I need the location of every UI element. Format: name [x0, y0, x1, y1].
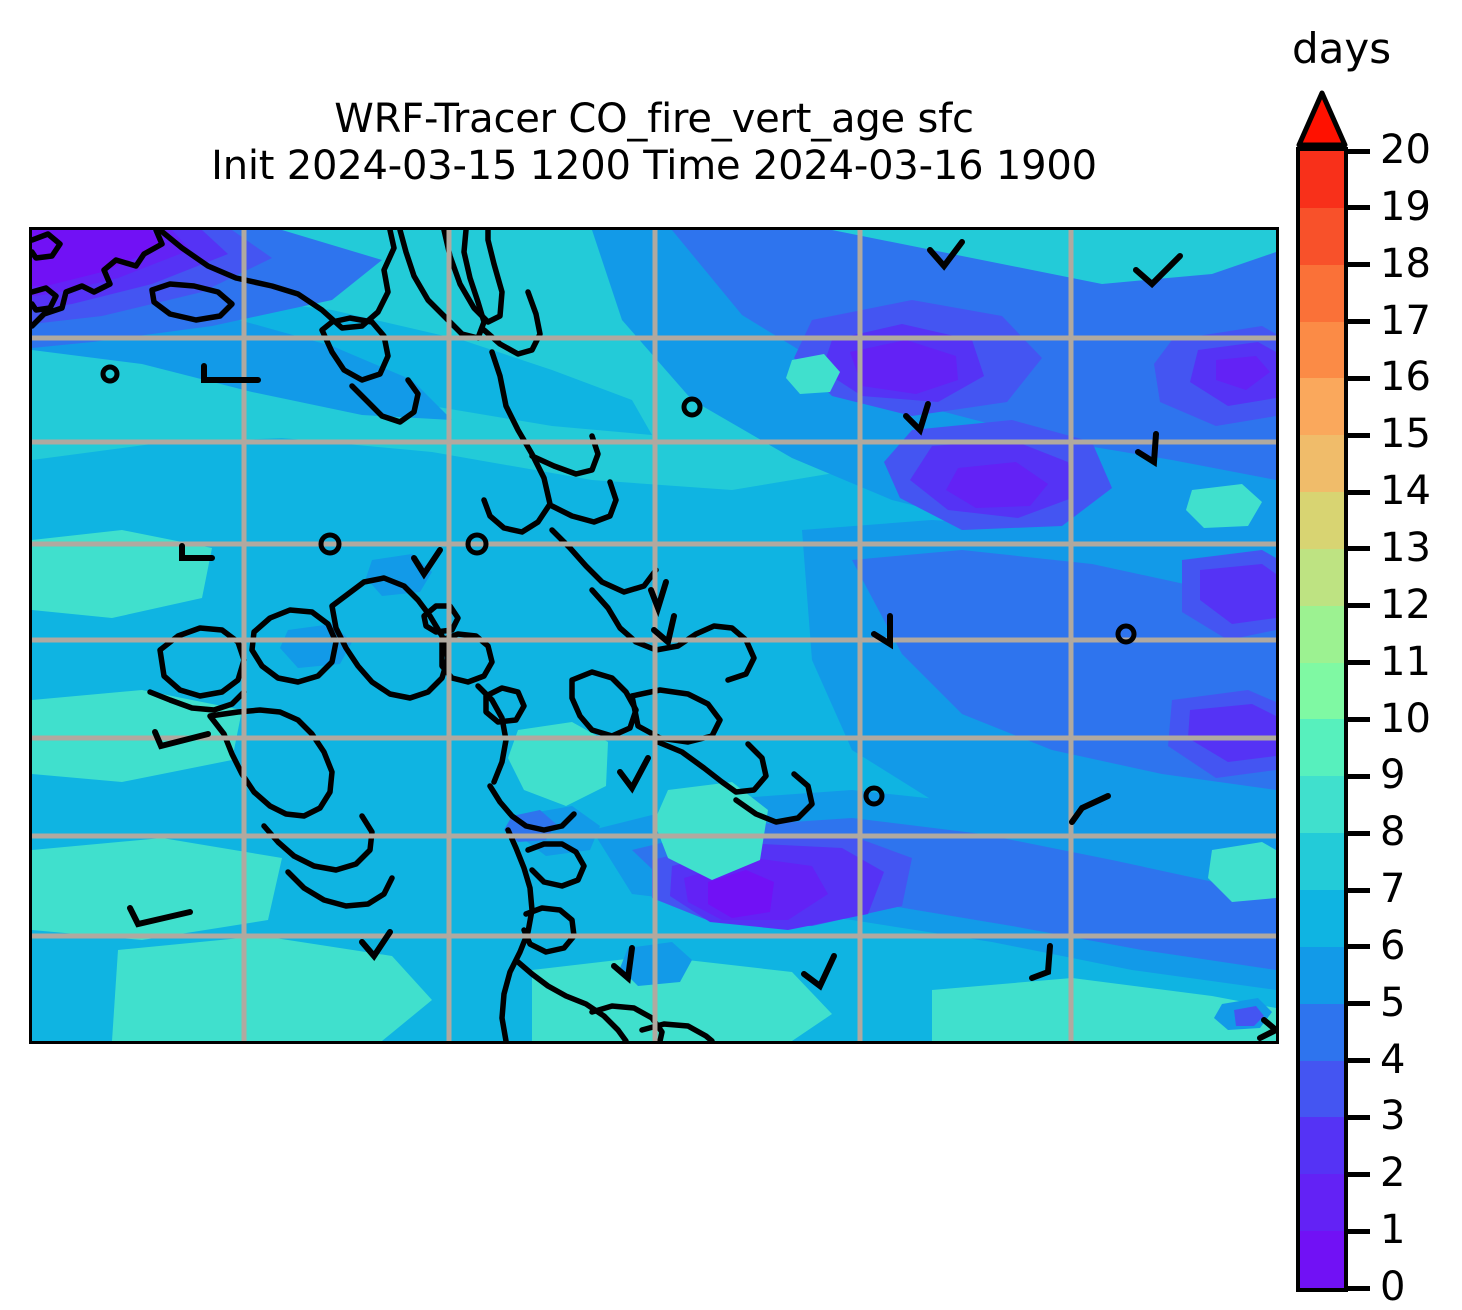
wind-barb	[871, 613, 893, 650]
colorbar-band-18	[1300, 207, 1344, 265]
tick-dash-icon	[1348, 887, 1370, 893]
tick-dash-icon	[1348, 1058, 1370, 1064]
wind-barb	[1257, 1017, 1276, 1041]
colorbar-band-7	[1300, 833, 1344, 890]
colorbar-tick-label: 1	[1380, 1207, 1406, 1254]
colorbar-tick-label: 19	[1380, 183, 1431, 230]
colorbar-band-0	[1300, 1231, 1344, 1288]
colorbar-tick-label: 15	[1380, 411, 1431, 458]
colorbar-tick-label: 2	[1380, 1150, 1406, 1197]
colorbar-band-11	[1300, 605, 1344, 663]
tick-dash-icon	[1348, 1001, 1370, 1007]
wind-barb	[1133, 253, 1183, 289]
wind-barb	[179, 543, 215, 561]
wind-barb	[201, 363, 261, 383]
colorbar-band-10	[1300, 662, 1344, 720]
colorbar-band-6	[1300, 889, 1344, 947]
colorbar-tick-label: 17	[1380, 297, 1431, 344]
colorbar-tick-label: 0	[1380, 1264, 1406, 1310]
colorbar-band-19	[1300, 151, 1344, 208]
colorbar-tick-label: 11	[1380, 638, 1431, 685]
title-line-primary: WRF-Tracer CO_fire_vert_age sfc	[334, 96, 974, 142]
tick-dash-icon	[1348, 1285, 1370, 1291]
wind-barb	[1029, 943, 1053, 981]
map-clip	[32, 230, 1276, 1041]
tick-dash-icon	[1348, 148, 1370, 154]
colorbar-tick-label: 3	[1380, 1093, 1406, 1140]
tick-dash-icon	[1348, 944, 1370, 950]
colorbar-tick-label: 4	[1380, 1036, 1406, 1083]
tick-dash-icon	[1348, 830, 1370, 836]
colorbar[interactable]	[1296, 90, 1348, 1292]
colorbar-band-14	[1300, 435, 1344, 493]
tick-dash-icon	[1348, 717, 1370, 722]
title-line-secondary: Init 2024-03-15 1200 Time 2024-03-16 190…	[211, 143, 1097, 190]
tick-dash-icon	[1348, 375, 1370, 381]
colorbar-band-12	[1300, 548, 1344, 606]
tick-dash-icon	[1348, 773, 1370, 779]
wind-barb	[617, 755, 651, 794]
map-plot-area	[29, 227, 1279, 1044]
colorbar-tick-label: 10	[1380, 695, 1431, 742]
tick-dash-icon	[1348, 660, 1370, 666]
colorbar-tick-label: 9	[1380, 752, 1406, 799]
colorbar-tick-label: 7	[1380, 866, 1406, 913]
tick-dash-icon	[1348, 603, 1370, 609]
colorbar-extend-arrow-icon	[1296, 90, 1348, 148]
tick-dash-icon	[1348, 546, 1370, 552]
wind-barb	[648, 579, 669, 618]
colorbar-band-15	[1300, 378, 1344, 436]
colorbar-tick-label: 6	[1380, 922, 1406, 969]
gridlines-layer	[32, 230, 1276, 1041]
tick-dash-icon	[1348, 1114, 1370, 1120]
wind-barb	[651, 613, 677, 648]
colorbar-tick-axis: 0 1 2 3 4 5 6 7 8 9 10 11 12 13 14 15 16 17 18 19 20	[1348, 90, 1458, 1307]
colorbar-tick-label: 18	[1380, 240, 1431, 287]
tick-dash-icon	[1348, 262, 1370, 268]
colorbar-band-5	[1300, 946, 1344, 1004]
colorbar-tick-label: 12	[1380, 581, 1431, 628]
tick-dash-icon	[1348, 489, 1370, 495]
colorbar-band-1	[1300, 1174, 1344, 1232]
colorbar-band-9	[1300, 719, 1344, 777]
wind-barb	[1135, 431, 1159, 468]
colorbar-tick-label: 20	[1380, 127, 1431, 173]
colorbar-band-8	[1300, 776, 1344, 834]
wind-barb	[359, 929, 393, 961]
colorbar-band-2	[1300, 1117, 1344, 1175]
wind-barb	[903, 401, 931, 436]
tick-dash-icon	[1348, 319, 1370, 325]
colorbar-gradient[interactable]	[1296, 147, 1348, 1292]
wind-barb	[801, 953, 837, 991]
wind-barb	[927, 239, 965, 271]
wind-barb	[611, 945, 635, 984]
colorbar-band-13	[1300, 492, 1344, 549]
colorbar-tick-label: 14	[1380, 468, 1431, 515]
colorbar-tick-label: 16	[1380, 354, 1431, 401]
colorbar-units-label: days	[1292, 24, 1392, 73]
tick-dash-icon	[1348, 432, 1370, 438]
colorbar-band-16	[1300, 321, 1344, 379]
colorbar-tick-label: 8	[1380, 809, 1406, 856]
colorbar-band-3	[1300, 1060, 1344, 1118]
wind-barb	[127, 905, 193, 928]
colorbar-tick-label: 5	[1380, 979, 1406, 1026]
wind-barb	[152, 729, 211, 750]
colorbar-band-17	[1300, 264, 1344, 322]
tick-dash-icon	[1348, 1228, 1370, 1234]
colorbar-tick-label: 13	[1380, 524, 1431, 571]
tick-dash-icon	[1348, 205, 1370, 211]
coastline-layer	[32, 230, 815, 1041]
wind-barb-layer	[100, 239, 1276, 1041]
chart-title: WRF-Tracer CO_fire_vert_age sfc Init 202…	[29, 96, 1279, 190]
tick-dash-icon	[1348, 1171, 1370, 1177]
wind-barb	[411, 547, 443, 580]
wind-barb	[1069, 793, 1111, 825]
colorbar-band-4	[1300, 1003, 1344, 1061]
